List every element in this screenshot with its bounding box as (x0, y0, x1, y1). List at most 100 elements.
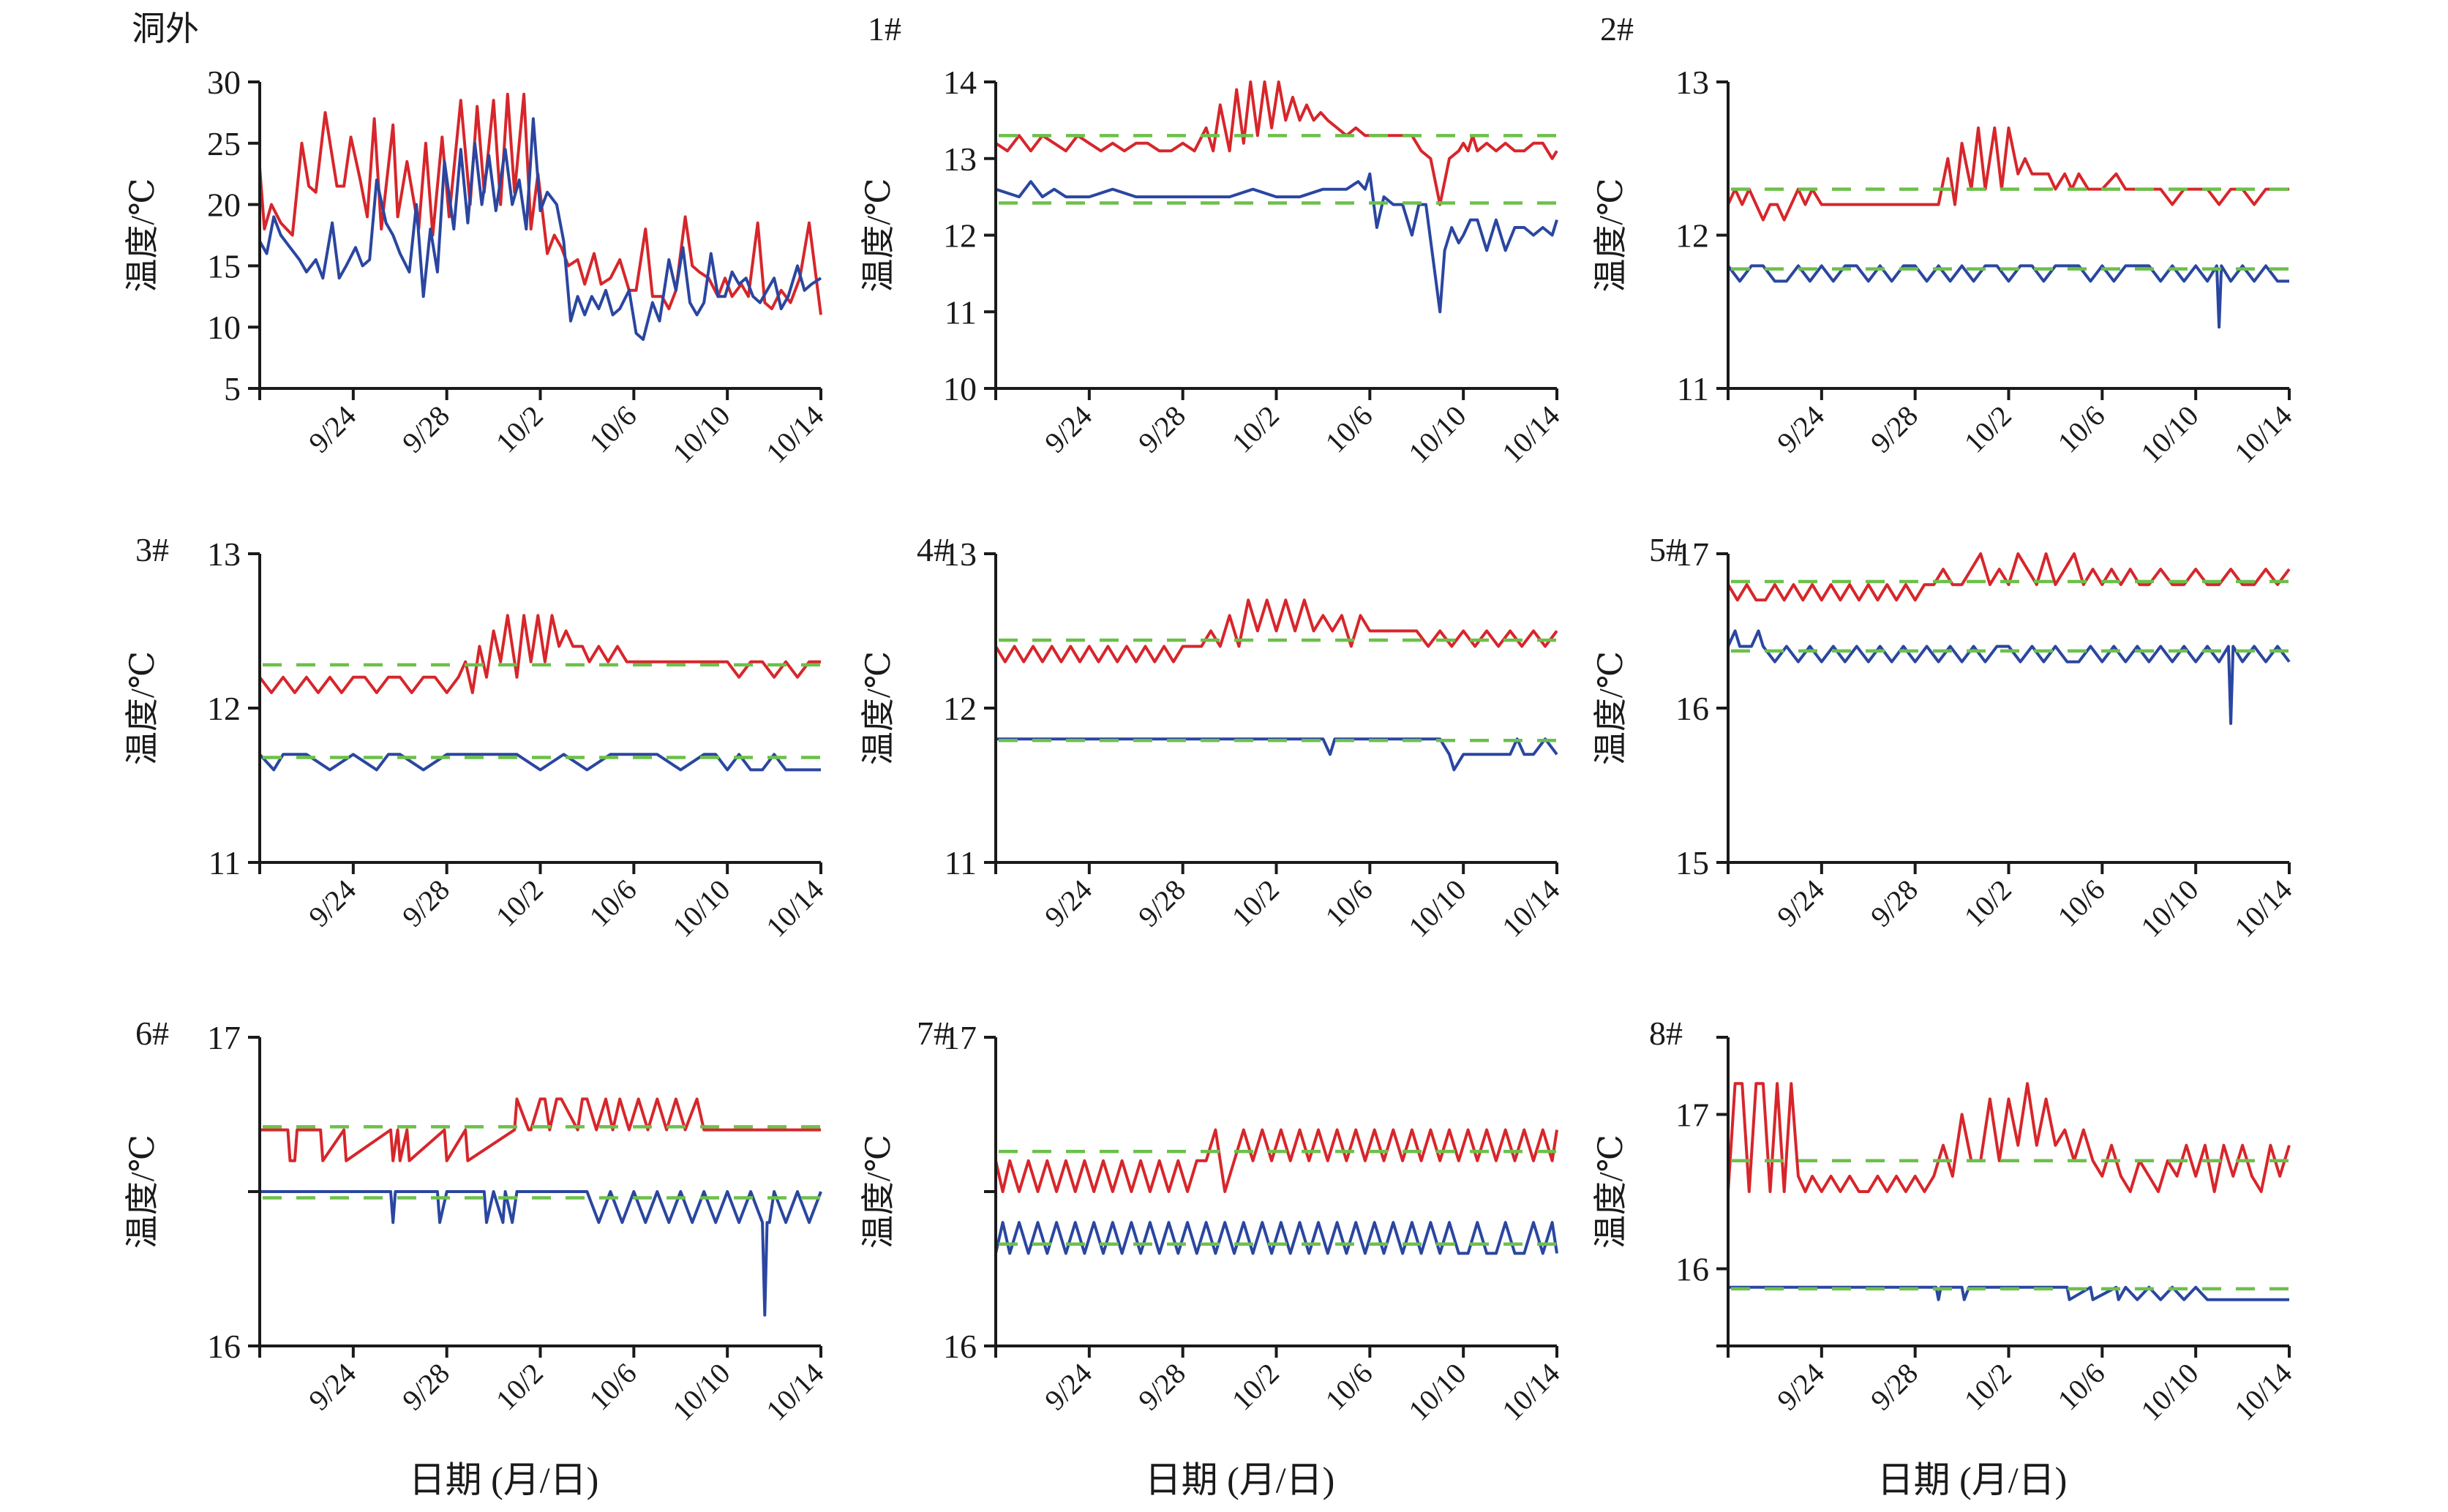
y-tick-label: 11 (209, 844, 241, 881)
series-line-red (258, 614, 821, 694)
x-tick-label: 10/6 (1319, 399, 1379, 459)
series-line-blue (260, 1190, 822, 1317)
x-tick-label: 10/2 (489, 873, 549, 933)
y-tick-label: 15 (207, 247, 241, 285)
panel-title: 洞外 (132, 10, 199, 48)
series-line-blue (258, 117, 822, 341)
y-tick-label: 16 (1675, 690, 1709, 727)
series-line-blue (996, 737, 1558, 772)
y-tick-label: 17 (1675, 1097, 1709, 1134)
x-tick-label: 9/28 (1132, 873, 1192, 933)
x-tick-label: 10/14 (759, 873, 830, 944)
x-tick-label: 10/10 (666, 399, 736, 470)
x-tick-label: 10/10 (2134, 1357, 2204, 1427)
series-line-red (994, 80, 1558, 206)
y-tick-label: 10 (943, 370, 977, 407)
x-tick-label: 10/10 (666, 1357, 736, 1427)
x-tick-label: 10/14 (1495, 1357, 1566, 1427)
x-tick-label: 10/6 (1319, 1357, 1379, 1417)
y-tick-label: 12 (943, 690, 977, 727)
y-tick-label: 16 (207, 1328, 241, 1365)
y-tick-label: 17 (1675, 535, 1709, 573)
y-tick-label: 12 (207, 690, 241, 727)
y-axis-label: 温度/℃ (1592, 651, 1629, 765)
x-tick-label: 10/6 (2051, 873, 2111, 933)
y-tick-label: 10 (207, 309, 241, 346)
series-line-red (1727, 552, 2291, 602)
y-tick-label: 11 (945, 844, 977, 881)
x-tick-label: 9/24 (1771, 399, 1831, 459)
panel-6: 15 16 17 9/24 9/28 10/2 10/6 10/10 10/14 5# 温度/℃ (1592, 531, 2298, 944)
x-tick-label: 10/14 (1495, 399, 1566, 470)
series-line-red (994, 1128, 1558, 1193)
y-tick-label: 16 (1675, 1251, 1709, 1288)
y-tick-label: 20 (207, 187, 241, 224)
x-tick-label: 9/28 (396, 1357, 456, 1417)
x-tick-label: 10/6 (583, 873, 643, 933)
y-tick-label: 17 (943, 1019, 977, 1056)
panel-title: 2# (1600, 10, 1634, 48)
series-line-red (1727, 1082, 2291, 1193)
x-tick-label: 9/24 (1038, 1357, 1098, 1417)
panel-1: 5 10 15 20 25 30 9/24 9/28 10/2 10/6 10/10 10/14 洞外温… (124, 10, 830, 470)
x-tick-label: 9/24 (1038, 399, 1098, 459)
x-tick-label: 10/2 (1225, 1357, 1285, 1417)
x-tick-label: 9/24 (1771, 873, 1831, 933)
x-tick-label: 10/2 (1225, 873, 1285, 933)
x-tick-label: 9/28 (1864, 873, 1924, 933)
x-tick-label: 9/24 (1038, 873, 1098, 933)
x-tick-label: 10/10 (2134, 399, 2204, 470)
x-tick-label: 10/14 (759, 1357, 830, 1427)
y-axis-label: 温度/℃ (1592, 178, 1629, 292)
x-tick-label: 10/6 (1319, 873, 1379, 933)
y-axis-label: 温度/℃ (860, 1135, 897, 1249)
y-tick-label: 30 (207, 64, 241, 101)
y-tick-label: 5 (224, 370, 241, 407)
y-tick-label: 25 (207, 125, 241, 162)
panel-title: 8# (1649, 1015, 1683, 1052)
panel-8: 16 17 9/24 9/28 10/2 10/6 10/10 10/14 7# 温度/℃ 日期 (… (860, 1015, 1566, 1500)
y-tick-label: 13 (207, 535, 241, 573)
y-axis-label: 温度/℃ (860, 178, 897, 292)
x-tick-label: 9/24 (302, 873, 362, 933)
y-tick-label: 11 (1677, 370, 1709, 407)
x-tick-label: 10/6 (2051, 399, 2111, 459)
panel-3: 11 12 13 9/24 9/28 10/2 10/6 10/10 10/14 2# 温度/℃ (1592, 10, 2298, 470)
series-line-red (260, 1097, 821, 1162)
x-tick-label: 9/24 (1771, 1357, 1831, 1417)
x-tick-label: 10/2 (489, 399, 549, 459)
y-tick-label: 13 (1675, 64, 1709, 101)
panel-title: 5# (1649, 531, 1683, 568)
series-line-blue (258, 753, 821, 772)
x-tick-label: 10/10 (666, 873, 736, 944)
x-tick-label: 9/28 (396, 873, 456, 933)
x-tick-label: 9/28 (1864, 1357, 1924, 1417)
y-axis-label: 温度/℃ (124, 1135, 161, 1249)
panel-title: 7# (917, 1015, 950, 1052)
x-tick-label: 9/24 (302, 1357, 362, 1417)
series-line-blue (1727, 264, 2289, 329)
x-tick-label: 10/6 (583, 1357, 643, 1417)
panel-4: 11 12 13 9/24 9/28 10/2 10/6 10/10 10/14 3# 温度/℃ (124, 531, 830, 944)
y-axis-label: 温度/℃ (1592, 1135, 1629, 1249)
x-tick-label: 10/6 (583, 399, 643, 459)
x-tick-label: 10/2 (1958, 873, 2018, 933)
panel-5: 11 12 13 9/24 9/28 10/2 10/6 10/10 10/14 4# 温度/℃ (860, 531, 1566, 944)
x-tick-label: 10/14 (2228, 399, 2298, 470)
x-tick-label: 10/2 (1958, 1357, 2018, 1417)
x-tick-label: 10/2 (1225, 399, 1285, 459)
y-tick-label: 13 (943, 140, 977, 178)
y-tick-label: 13 (943, 535, 977, 573)
x-axis-label: 日期 (月/日) (409, 1459, 599, 1500)
y-tick-label: 15 (1675, 844, 1709, 881)
x-tick-label: 10/14 (1495, 873, 1566, 944)
y-tick-label: 12 (943, 217, 977, 255)
x-tick-label: 10/14 (759, 399, 830, 470)
panel-title: 6# (135, 1015, 169, 1052)
series-line-blue (994, 1221, 1558, 1255)
x-tick-label: 10/14 (2228, 1357, 2298, 1427)
y-tick-label: 12 (1675, 217, 1709, 255)
x-tick-label: 9/28 (1864, 399, 1924, 459)
panel-9: 16 17 9/24 9/28 10/2 10/6 10/10 10/14 8# 温度/℃ 日期 (… (1592, 1015, 2298, 1500)
